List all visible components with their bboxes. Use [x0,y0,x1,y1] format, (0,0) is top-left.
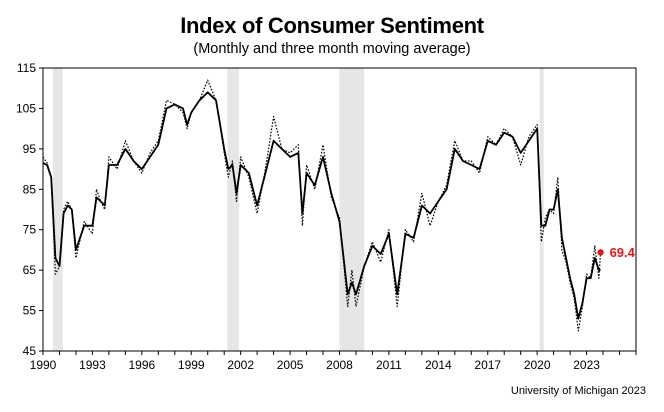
recession-band [52,68,63,351]
chart-subtitle: (Monthly and three month moving average) [193,41,471,57]
x-tick-label: 2017 [474,358,501,372]
y-tick-label: 105 [16,101,36,115]
x-tick-label: 2011 [376,358,402,372]
recession-band [539,68,544,351]
recession-band [227,68,240,351]
x-tick-label: 2020 [524,358,551,372]
x-tick-label: 1990 [30,358,57,372]
x-tick-label: 1993 [79,358,106,372]
y-tick-label: 45 [23,344,37,358]
recession-band [339,68,365,351]
x-tick-label: 2023 [573,358,600,372]
y-tick-label: 65 [23,263,37,277]
chart-title: Index of Consumer Sentiment [180,13,484,38]
x-tick-label: 1999 [178,358,205,372]
y-tick-label: 85 [23,182,37,196]
latest-value-dot [597,249,604,256]
moving-average-series-line [42,91,601,320]
latest-value-label: 69.4 [610,245,636,260]
monthly-series-line [42,79,602,332]
y-tick-label: 95 [23,142,37,156]
source-note: University of Michigan 2023 [510,385,646,397]
x-tick-label: 2002 [227,358,254,372]
x-tick-label: 2014 [425,358,452,372]
y-tick-label: 55 [23,304,37,318]
y-tick-label: 115 [17,61,36,75]
x-tick-label: 2005 [277,358,304,372]
x-tick-label: 1996 [128,358,155,372]
y-tick-label: 75 [23,223,37,237]
x-tick-label: 2008 [326,358,353,372]
